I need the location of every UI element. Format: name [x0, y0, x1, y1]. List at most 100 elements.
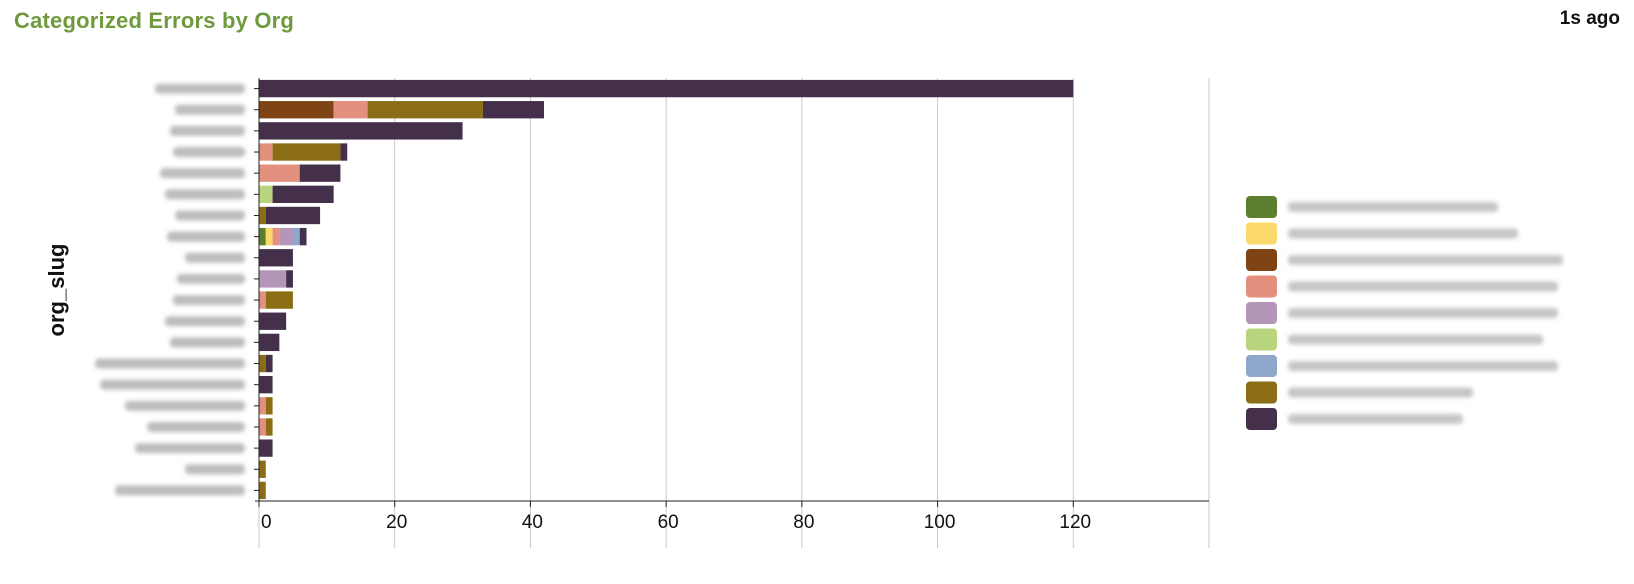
category-label-10: [173, 295, 245, 306]
category-label-0: [155, 83, 245, 94]
bar-segment-16-7: [265, 418, 273, 436]
bar-segment-3-8: [340, 143, 348, 161]
x-tick-label-3: 60: [658, 512, 679, 533]
bar-segment-3-7: [272, 143, 341, 161]
legend-swatch-2: [1246, 249, 1277, 271]
category-label-16: [147, 421, 245, 432]
x-tick-label-1: 20: [386, 512, 407, 533]
grid-lines: [258, 78, 1210, 548]
bar-segment-8-8: [259, 249, 293, 267]
bar-segment-1-3: [333, 101, 368, 119]
bar-segment-1-2: [259, 101, 334, 119]
legend-swatch-4: [1246, 302, 1277, 324]
category-label-14: [100, 379, 245, 390]
bar-segment-7-3: [272, 227, 280, 246]
category-label-12: [170, 337, 245, 348]
bar-segment-7-0: [259, 227, 266, 246]
bar-segment-6-8: [265, 206, 321, 225]
bar-segment-17-8: [259, 439, 273, 457]
category-label-1: [175, 104, 245, 115]
bar-segment-7-1: [265, 227, 273, 246]
last-updated-label: 1s ago: [1559, 8, 1620, 29]
bar-segment-6-7: [259, 206, 266, 225]
x-tick-label-5: 100: [924, 512, 956, 533]
legend-label-6: [1288, 361, 1558, 371]
bar-segment-0-8: [259, 79, 1074, 98]
bar-segment-16-3: [259, 418, 266, 436]
legend-label-1: [1288, 228, 1518, 239]
legend-swatch-1: [1246, 222, 1277, 245]
x-tick-label-4: 80: [793, 512, 814, 533]
legend-swatch-5: [1246, 328, 1277, 351]
bar-segment-1-7: [367, 101, 483, 119]
bar-segment-3-3: [259, 143, 273, 161]
axes: 0 20 40 60 80 100 120: [254, 78, 1209, 533]
legend-item-3: [1246, 275, 1558, 298]
category-label-4: [160, 168, 245, 179]
bar-segment-12-8: [259, 333, 280, 352]
category-label-6: [175, 210, 245, 221]
bar-segment-15-3: [259, 397, 266, 415]
legend: [1246, 196, 1563, 430]
bar-segment-2-8: [259, 122, 463, 140]
legend-label-8: [1288, 414, 1463, 424]
category-label-2: [170, 125, 245, 136]
legend-swatch-0: [1246, 196, 1277, 218]
legend-item-4: [1246, 302, 1558, 324]
x-tick-label-0: 0: [261, 512, 272, 533]
bar-segment-5-5: [259, 185, 273, 203]
legend-item-6: [1246, 355, 1558, 377]
bars: [259, 79, 1074, 500]
legend-item-1: [1246, 222, 1518, 245]
bar-segment-1-8: [482, 101, 544, 119]
legend-swatch-7: [1246, 381, 1277, 404]
legend-swatch-6: [1246, 355, 1277, 377]
bar-segment-9-4: [259, 270, 287, 288]
legend-label-7: [1288, 387, 1473, 398]
category-label-11: [165, 316, 245, 327]
category-label-5: [165, 189, 245, 200]
legend-swatch-8: [1246, 408, 1277, 430]
bar-segment-10-7: [265, 291, 293, 309]
x-tick-label-2: 40: [522, 512, 543, 533]
category-label-8: [185, 252, 245, 263]
legend-label-2: [1288, 255, 1563, 265]
bar-segment-18-7: [259, 460, 266, 478]
bar-segment-9-8: [286, 270, 293, 288]
bar-segment-19-7: [259, 481, 266, 500]
legend-item-8: [1246, 408, 1463, 430]
bar-segment-14-8: [259, 376, 273, 394]
legend-swatch-3: [1246, 275, 1277, 298]
legend-item-7: [1246, 381, 1473, 404]
legend-label-0: [1288, 202, 1498, 212]
legend-item-2: [1246, 249, 1563, 271]
bar-segment-4-8: [299, 164, 341, 182]
bar-segment-5-8: [272, 185, 334, 203]
category-label-3: [173, 147, 245, 158]
category-labels: [95, 83, 245, 496]
legend-label-4: [1288, 308, 1558, 318]
category-label-19: [115, 485, 245, 496]
category-label-15: [125, 400, 245, 411]
bar-segment-13-7: [259, 354, 266, 373]
bar-segment-13-8: [265, 354, 273, 373]
category-label-9: [177, 273, 245, 284]
bar-segment-11-8: [259, 312, 287, 330]
bar-segment-15-7: [265, 397, 273, 415]
legend-item-0: [1246, 196, 1498, 218]
x-tick-label-6: 120: [1059, 512, 1091, 533]
bar-segment-7-8: [299, 227, 307, 246]
bar-segment-10-3: [259, 291, 266, 309]
category-label-13: [95, 358, 245, 369]
category-label-18: [185, 464, 245, 475]
legend-item-5: [1246, 328, 1543, 351]
legend-label-5: [1288, 334, 1543, 345]
bar-segment-7-4: [279, 227, 293, 246]
y-axis-title: org_slug: [44, 244, 69, 337]
bar-segment-4-3: [259, 164, 300, 182]
category-label-17: [135, 443, 245, 454]
panel-title: Categorized Errors by Org: [14, 8, 295, 33]
legend-label-3: [1288, 281, 1558, 292]
bar-segment-7-6: [292, 227, 300, 246]
